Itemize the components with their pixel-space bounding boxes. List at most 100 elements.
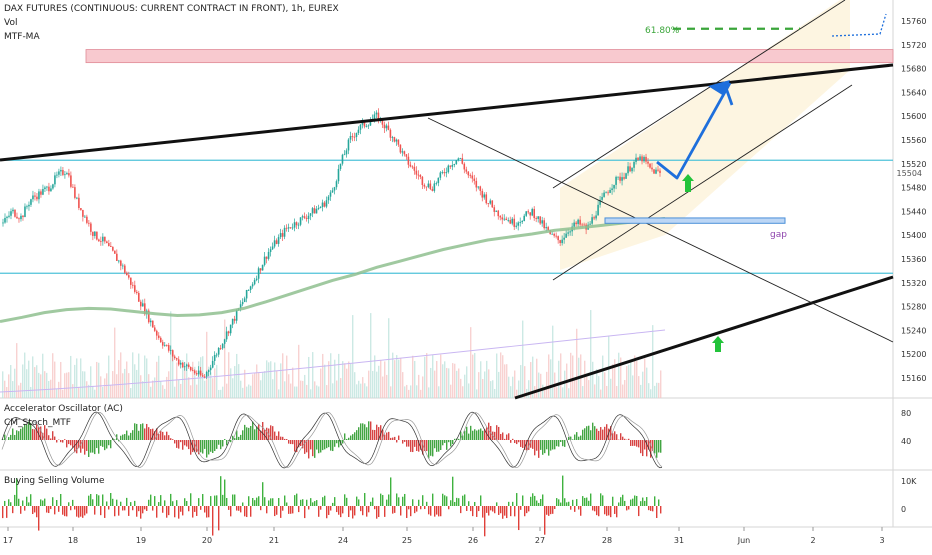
ac-bar <box>658 440 659 452</box>
volume-bar <box>604 372 605 398</box>
bsv-bar <box>168 506 169 515</box>
volume-bar <box>342 361 343 398</box>
price-tick-label: 15760 <box>901 17 926 26</box>
candle-body <box>210 368 212 371</box>
bsv-bar <box>38 506 39 531</box>
ac-bar <box>452 440 453 444</box>
candle-body <box>621 177 623 181</box>
volume-bar <box>250 386 251 398</box>
candle-body <box>328 197 330 201</box>
bsv-bar <box>612 497 613 506</box>
candle-body <box>613 185 615 189</box>
bsv-bar <box>482 506 483 518</box>
candle-body <box>18 218 20 219</box>
candle-body <box>384 125 386 129</box>
candle-body <box>573 223 575 227</box>
volume-bar <box>476 389 477 398</box>
volume-bar <box>26 369 27 398</box>
bsv-bar <box>150 495 151 506</box>
volume-bar <box>478 372 479 398</box>
candle-body <box>16 217 18 219</box>
volume-bar <box>4 381 5 398</box>
volume-bar <box>276 371 277 398</box>
volume-bar <box>318 386 319 398</box>
candle-body <box>519 222 521 223</box>
bsv-bar <box>332 503 333 506</box>
volume-bar <box>294 387 295 398</box>
bsv-bar <box>200 506 201 510</box>
volume-tick-label: 10K <box>901 477 917 486</box>
bsv-bar <box>344 494 345 506</box>
ac-bar <box>256 426 257 440</box>
bsv-bar <box>428 506 429 514</box>
volume-bar <box>612 364 613 398</box>
bsv-bar <box>434 506 435 517</box>
bsv-bar <box>206 506 207 518</box>
candle-body <box>406 154 408 156</box>
candle-body <box>160 338 162 342</box>
ac-bar <box>578 437 579 440</box>
bsv-bar <box>606 506 607 516</box>
ac-bar <box>138 431 139 440</box>
bsv-bar <box>152 506 153 511</box>
volume-bar <box>338 354 339 398</box>
volume-bar <box>546 372 547 398</box>
ac-bar <box>186 440 187 447</box>
volume-bar <box>234 366 235 398</box>
price-tick-label: 15320 <box>901 279 926 288</box>
time-tick-label: 27 <box>535 536 545 545</box>
volume-bar <box>92 386 93 398</box>
ac-bar <box>540 440 541 450</box>
ac-bar <box>358 427 359 440</box>
volume-bar <box>398 360 399 398</box>
candle-body <box>248 290 250 291</box>
candle-body <box>282 233 284 237</box>
ac-bar <box>318 440 319 453</box>
volume-bar <box>618 353 619 398</box>
ac-bar <box>104 440 105 450</box>
time-tick-label: 28 <box>602 536 612 545</box>
volume-bar <box>628 365 629 398</box>
volume-bar <box>288 374 289 398</box>
candle-body <box>639 156 641 159</box>
candle-body <box>446 172 448 173</box>
candle-body <box>334 187 336 190</box>
bsv-bar <box>538 503 539 506</box>
candle-body <box>635 158 637 162</box>
volume-bar <box>148 374 149 398</box>
bsv-bar <box>96 494 97 506</box>
bsv-bar <box>300 500 301 506</box>
time-tick-label: 26 <box>468 536 478 545</box>
bsv-bar <box>656 506 657 518</box>
bsv-bar <box>118 506 119 516</box>
candle-body <box>82 210 84 217</box>
candle-body <box>495 211 497 212</box>
volume-bar <box>472 355 473 398</box>
volume-bar <box>350 364 351 398</box>
candle-body <box>132 285 134 286</box>
bsv-bar <box>318 506 319 517</box>
bsv-bar <box>252 498 253 506</box>
candle-body <box>140 302 142 307</box>
bsv-bar <box>74 506 75 510</box>
volume-bar <box>370 313 371 398</box>
bsv-bar <box>170 494 171 506</box>
ac-bar <box>50 438 51 440</box>
bsv-bar <box>498 506 499 515</box>
ac-bar <box>52 431 53 440</box>
ac-bar <box>142 423 143 440</box>
volume-bar <box>640 385 641 398</box>
ac-bar <box>216 440 217 449</box>
ac-bar <box>246 427 247 440</box>
candle-body <box>202 375 204 376</box>
ac-bar <box>120 436 121 440</box>
ac-bar <box>320 440 321 452</box>
bsv-bar <box>240 506 241 512</box>
bsv-bar <box>466 506 467 511</box>
candle-body <box>318 208 320 209</box>
bsv-bar <box>374 506 375 509</box>
candle-body <box>176 358 178 359</box>
ac-bar <box>612 433 613 440</box>
bsv-bar <box>322 497 323 506</box>
